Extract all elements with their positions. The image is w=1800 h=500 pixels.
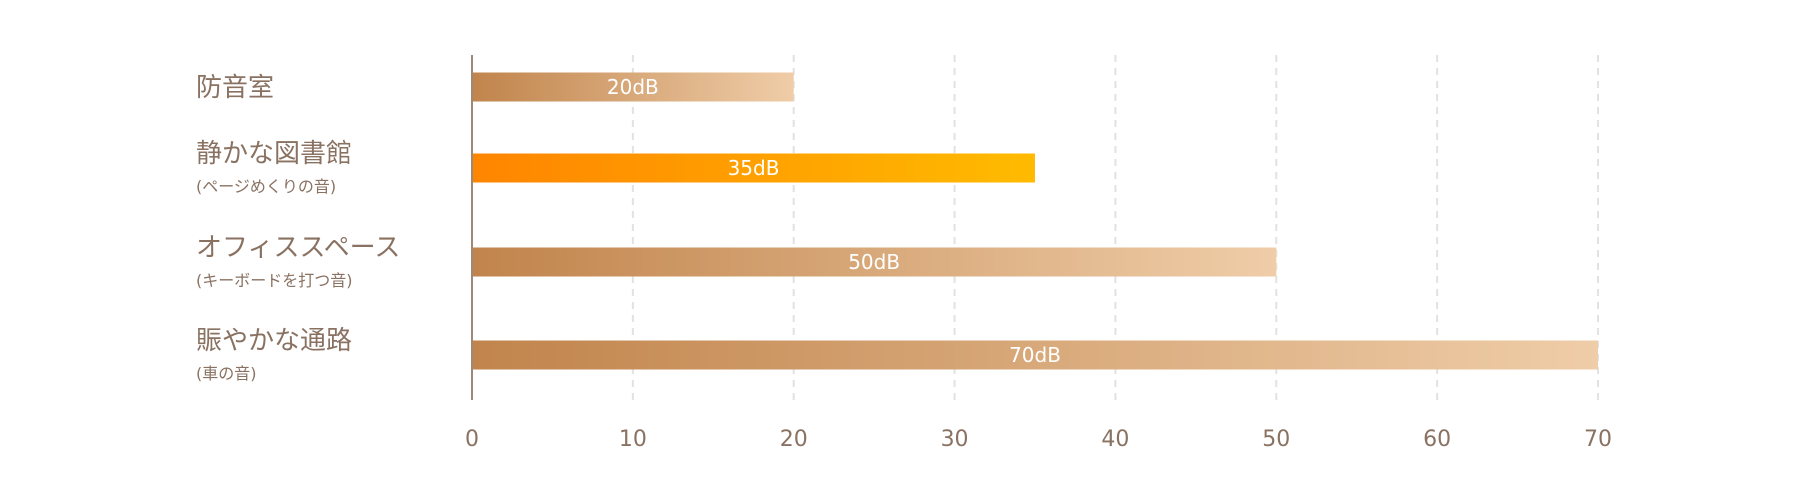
- bars: 20dB 35dB 50dB 70dB: [472, 72, 1598, 370]
- bar-value-label: 70dB: [1009, 343, 1061, 367]
- bar: [472, 153, 1035, 183]
- x-tick-label: 70: [1584, 427, 1612, 452]
- x-tick-label: 10: [619, 427, 647, 452]
- category-label: オフィススペース: [196, 233, 400, 263]
- x-tick-label: 0: [465, 427, 479, 452]
- x-tick-label: 30: [941, 427, 969, 452]
- bar-value-label: 35dB: [728, 156, 780, 180]
- bar: [472, 340, 1598, 370]
- x-tick-labels: 0 10 20 30 40 50 60 70: [465, 427, 1612, 452]
- bar-value-label: 50dB: [848, 250, 900, 274]
- category-label: 賑やかな通路: [196, 326, 352, 356]
- category-label: 静かな図書館: [196, 139, 352, 169]
- x-tick-label: 50: [1262, 427, 1290, 452]
- grid-lines: [631, 55, 1599, 400]
- category-sublabel: (キーボードを打つ音): [196, 271, 353, 290]
- bar-value-label: 20dB: [607, 75, 659, 99]
- x-tick-label: 60: [1423, 427, 1451, 452]
- category-label: 防音室: [196, 73, 274, 103]
- category-sublabel: (ページめくりの音): [196, 177, 336, 196]
- category-sublabel: (車の音): [196, 364, 257, 383]
- x-tick-label: 20: [780, 427, 808, 452]
- x-tick-label: 40: [1101, 427, 1129, 452]
- bar: [472, 72, 794, 102]
- bar: [472, 247, 1277, 277]
